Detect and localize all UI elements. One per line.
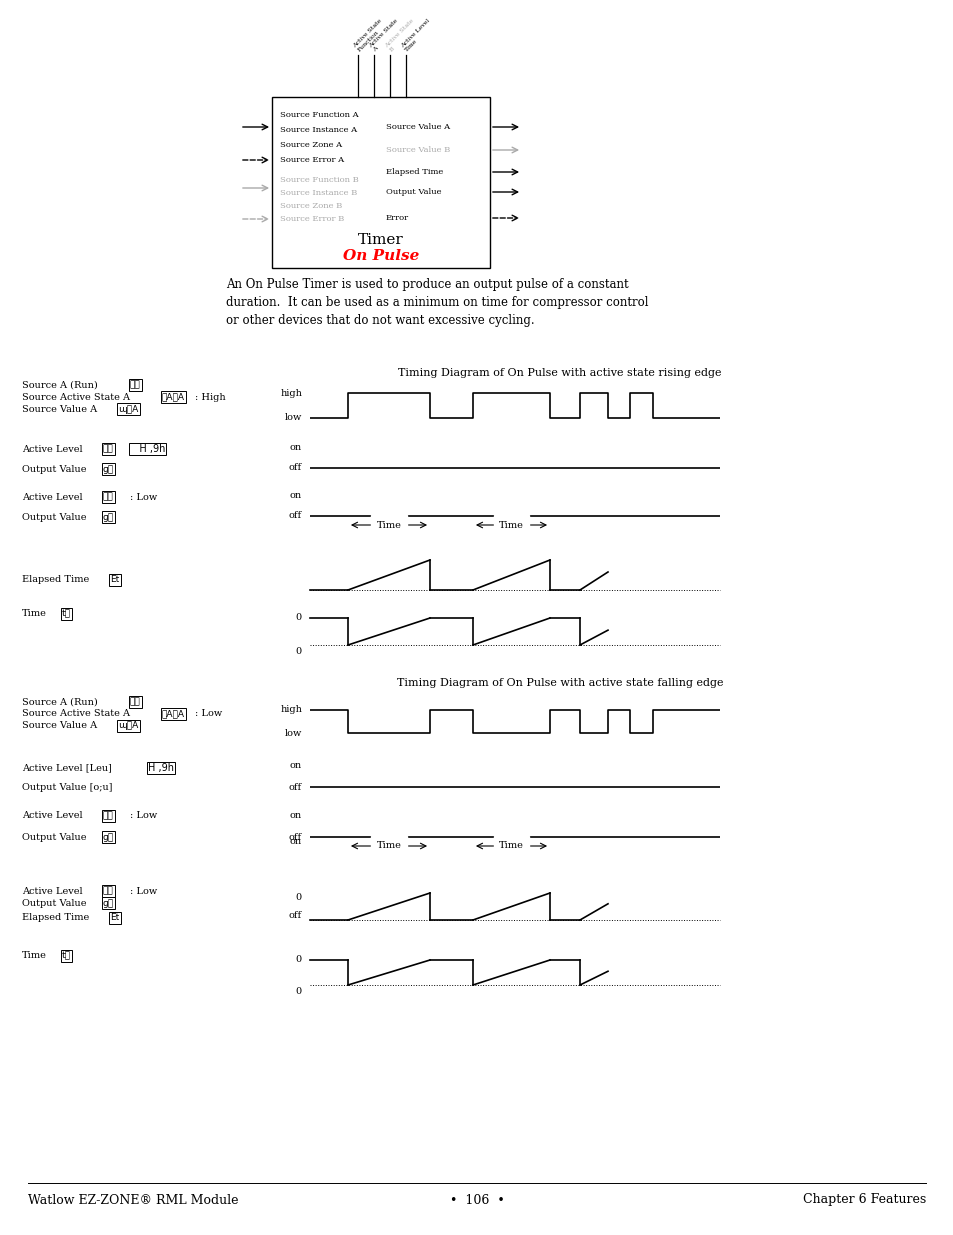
Text: low: low: [284, 729, 302, 737]
Text: Active State
B: Active State B: [384, 19, 418, 53]
Text: 0: 0: [295, 613, 302, 621]
Text: Output Value [o;u]: Output Value [o;u]: [22, 783, 112, 793]
Text: low: low: [284, 414, 302, 422]
Text: ᗷAᗷA: ᗷAᗷA: [162, 709, 185, 719]
Text: : Low: : Low: [130, 493, 157, 501]
Text: •  106  •: • 106 •: [449, 1193, 504, 1207]
Text: Source Value B: Source Value B: [386, 146, 450, 154]
Text: ᭈ᭙: ᭈ᭙: [103, 811, 113, 820]
Text: Time: Time: [22, 610, 47, 619]
Text: : Low: : Low: [130, 811, 157, 820]
Text: Active Level: Active Level: [22, 445, 83, 453]
Text: Source Value A: Source Value A: [386, 124, 450, 131]
Text: off: off: [289, 783, 302, 792]
Text: Et: Et: [110, 576, 119, 584]
Text: Time: Time: [498, 841, 523, 851]
Text: Et: Et: [110, 914, 119, 923]
Text: on: on: [290, 811, 302, 820]
Text: Output Value: Output Value: [22, 832, 87, 841]
Text: ᭈ᭙: ᭈ᭙: [103, 445, 113, 453]
Text: Source Zone B: Source Zone B: [280, 203, 342, 210]
Text: ᭈ᭙: ᭈ᭙: [103, 887, 113, 895]
Text: Elapsed Time: Elapsed Time: [386, 168, 443, 177]
Text: Timing Diagram of On Pulse with active state falling edge: Timing Diagram of On Pulse with active s…: [396, 678, 722, 688]
Text: Source Instance B: Source Instance B: [280, 189, 356, 198]
Bar: [272, 98, 490, 268]
Text: 0: 0: [295, 893, 302, 903]
Text: : Low: : Low: [194, 709, 222, 719]
Text: Elapsed Time: Elapsed Time: [22, 576, 90, 584]
Text: ɡ᭙: ɡ᭙: [103, 832, 114, 841]
Text: ᗷAᗷA: ᗷAᗷA: [162, 393, 185, 401]
Text: off: off: [289, 910, 302, 920]
Text: Output Value: Output Value: [22, 464, 87, 473]
Text: Source Instance A: Source Instance A: [280, 126, 356, 135]
Text: Elapsed Time: Elapsed Time: [22, 914, 90, 923]
Text: : High: : High: [194, 393, 226, 401]
Text: Source Value A: Source Value A: [22, 405, 97, 414]
Text: 0: 0: [295, 987, 302, 995]
Text: Active State
Function: Active State Function: [352, 19, 387, 53]
Text: Active Level: Active Level: [22, 493, 83, 501]
Text: ᗷᗪ: ᗷᗪ: [130, 380, 141, 389]
Text: Source Value A: Source Value A: [22, 721, 97, 730]
Text: Output Value: Output Value: [386, 188, 441, 196]
Text: An On Pulse Timer is used to produce an output pulse of a constant
duration.  It: An On Pulse Timer is used to produce an …: [226, 278, 648, 327]
Text: Active Level: Active Level: [22, 887, 83, 895]
Text: Time: Time: [498, 520, 523, 530]
Text: Source A (Run): Source A (Run): [22, 380, 97, 389]
Text: Chapter 6 Features: Chapter 6 Features: [801, 1193, 925, 1207]
Text: ᗷᗪ: ᗷᗪ: [130, 698, 141, 706]
Text: Output Value: Output Value: [22, 513, 87, 521]
Text: Timer: Timer: [357, 233, 403, 247]
Text: ɡ᭙: ɡ᭙: [103, 513, 114, 521]
Text: Source Function B: Source Function B: [280, 177, 358, 184]
Text: on: on: [290, 762, 302, 771]
Text: Source Error A: Source Error A: [280, 156, 344, 164]
Text: on: on: [290, 442, 302, 452]
Text: high: high: [280, 389, 302, 398]
Text: Source Error B: Source Error B: [280, 215, 344, 224]
Text: ɰᗷA: ɰᗷA: [118, 405, 138, 414]
Text: ᭈ᭙: ᭈ᭙: [103, 493, 113, 501]
Text: H ,9h: H ,9h: [148, 763, 173, 773]
Text: Active Level [Leu]: Active Level [Leu]: [22, 763, 112, 773]
Text: : Low: : Low: [130, 887, 157, 895]
Text: Active Level: Active Level: [22, 811, 83, 820]
Text: H ,9h: H ,9h: [130, 445, 165, 454]
Text: On Pulse: On Pulse: [342, 249, 418, 263]
Text: Time: Time: [376, 520, 401, 530]
Text: ɡ᭙: ɡ᭙: [103, 464, 114, 473]
Text: Active State
A: Active State A: [368, 19, 402, 53]
Text: high: high: [280, 705, 302, 715]
Text: Active Level
Time: Active Level Time: [400, 19, 435, 53]
Text: Source Function A: Source Function A: [280, 111, 358, 119]
Text: Error: Error: [386, 214, 409, 222]
Text: 0: 0: [295, 955, 302, 963]
Text: on: on: [290, 837, 302, 846]
Text: Source A (Run): Source A (Run): [22, 698, 97, 706]
Text: Source Active State A: Source Active State A: [22, 393, 130, 401]
Text: 0: 0: [295, 646, 302, 656]
Text: off: off: [289, 463, 302, 473]
Text: off: off: [289, 511, 302, 520]
Text: Timing Diagram of On Pulse with active state rising edge: Timing Diagram of On Pulse with active s…: [397, 368, 721, 378]
Text: tᭃ: tᭃ: [62, 610, 71, 619]
Text: tᭃ: tᭃ: [62, 951, 71, 961]
Text: Watlow EZ-ZONE® RML Module: Watlow EZ-ZONE® RML Module: [28, 1193, 238, 1207]
Text: Output Value: Output Value: [22, 899, 87, 908]
Text: Source Active State A: Source Active State A: [22, 709, 130, 719]
Text: Time: Time: [22, 951, 47, 961]
Text: ɡ᭙: ɡ᭙: [103, 899, 114, 908]
Text: Source Zone A: Source Zone A: [280, 141, 342, 149]
Text: Time: Time: [376, 841, 401, 851]
Text: on: on: [290, 490, 302, 499]
Text: off: off: [289, 832, 302, 841]
Text: ɰᗷA: ɰᗷA: [118, 721, 138, 730]
